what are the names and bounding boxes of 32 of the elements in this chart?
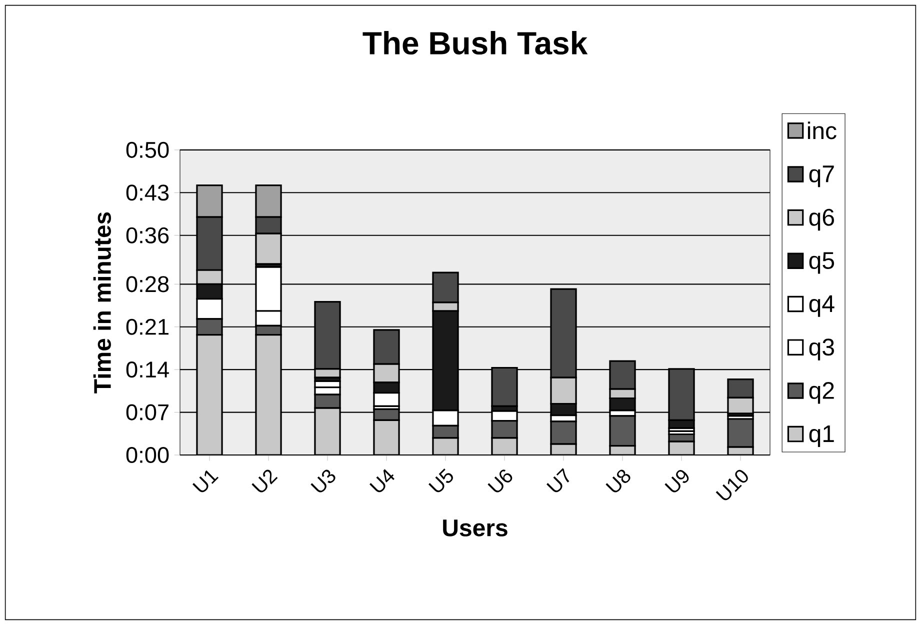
x-axis-title: Users <box>443 520 508 536</box>
chart-title: The Bush Task <box>362 31 588 55</box>
y-tick-label: 0:28 <box>126 276 169 292</box>
legend-label: q2 <box>809 382 834 404</box>
legend-label: q4 <box>809 295 834 317</box>
legend-label: inc <box>808 122 836 140</box>
legend-label: q5 <box>809 252 834 274</box>
bar <box>491 366 518 407</box>
x-tick-label: U9 <box>664 470 689 492</box>
y-tick-label: 0:36 <box>126 227 169 244</box>
x-tick-label: U1 <box>192 470 219 492</box>
y-tick-label: 0:00 <box>126 446 169 464</box>
legend-label: q7 <box>809 166 834 188</box>
y-axis-title: Time in minutes <box>93 212 111 394</box>
x-tick-label: U3 <box>310 470 336 492</box>
y-tick-label: 0:07 <box>126 404 168 420</box>
y-tick-label: 0:14 <box>126 362 169 378</box>
x-tick-label: U6 <box>488 470 512 492</box>
x-tick-label: U10 <box>716 470 748 500</box>
x-tick-label: U5 <box>428 468 453 492</box>
bar <box>255 334 282 455</box>
y-tick-label: 0:50 <box>126 142 169 158</box>
x-tick-label: U2 <box>252 470 278 492</box>
bar <box>196 334 223 455</box>
x-tick-label: U8 <box>606 470 630 492</box>
legend-label: q3 <box>809 338 834 360</box>
y-tick-label: 0:21 <box>126 318 168 335</box>
legend-label: q1 <box>809 425 834 447</box>
x-tick-label: U4 <box>370 469 394 492</box>
legend-label: q6 <box>809 208 834 231</box>
x-tick-label: U7 <box>546 468 570 492</box>
y-tick-label: 0:43 <box>126 184 169 201</box>
